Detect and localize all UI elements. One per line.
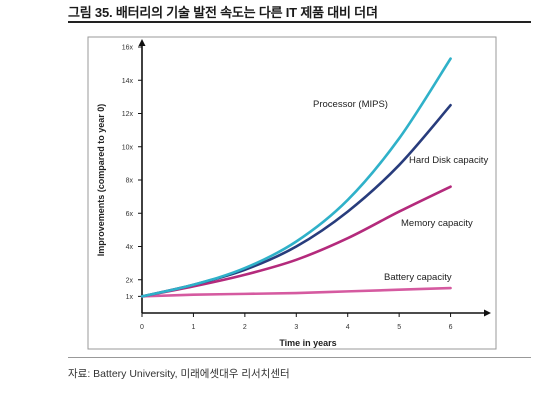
series-line [140,57,452,298]
x-tick-label: 0 [140,324,144,331]
title-divider [68,21,531,23]
series-line [140,185,452,298]
x-tick-label: 1 [191,324,195,331]
chart-panel [87,36,497,350]
x-axis-ticks: 0 1 2 3 4 5 6 [140,313,453,331]
x-axis-label: Time in years [279,338,336,348]
chart-frame [87,36,497,350]
y-tick-label: 16x [122,45,134,52]
series-line [140,286,452,298]
footer-divider [68,357,531,358]
y-tick-label: 12x [122,111,134,118]
y-tick-label: 10x [122,144,134,151]
x-axis-arrow [484,309,491,317]
series-labels: Processor (MIPS) Hard Disk capacity Memory… [313,99,488,283]
y-tick-label: 1x [126,294,134,301]
y-tick-label: 14x [122,78,134,85]
x-tick-label: 2 [243,324,247,331]
x-tick-label: 4 [346,324,350,331]
y-axis-label: Improvements (compared to year 0) [96,104,106,257]
series-label: Battery capacity [384,272,452,283]
x-tick-label: 5 [397,324,401,331]
y-tick-label: 6x [126,211,134,218]
y-tick-label: 2x [126,277,134,284]
figure-title: 그림 35. 배터리의 기술 발전 속도는 다른 IT 제품 대비 더뎌 [68,5,378,20]
y-axis-arrow [138,39,146,46]
y-tick-label: 8x [126,178,134,185]
x-tick-label: 3 [294,324,298,331]
x-tick-label: 6 [449,324,453,331]
series-label: Hard Disk capacity [409,155,488,166]
series-label: Memory capacity [401,218,473,229]
source-note: 자료: Battery University, 미래에셋대우 리서치센터 [68,368,290,380]
series-label: Processor (MIPS) [313,99,388,110]
series-lines [140,57,452,298]
y-tick-label: 4x [126,244,134,251]
